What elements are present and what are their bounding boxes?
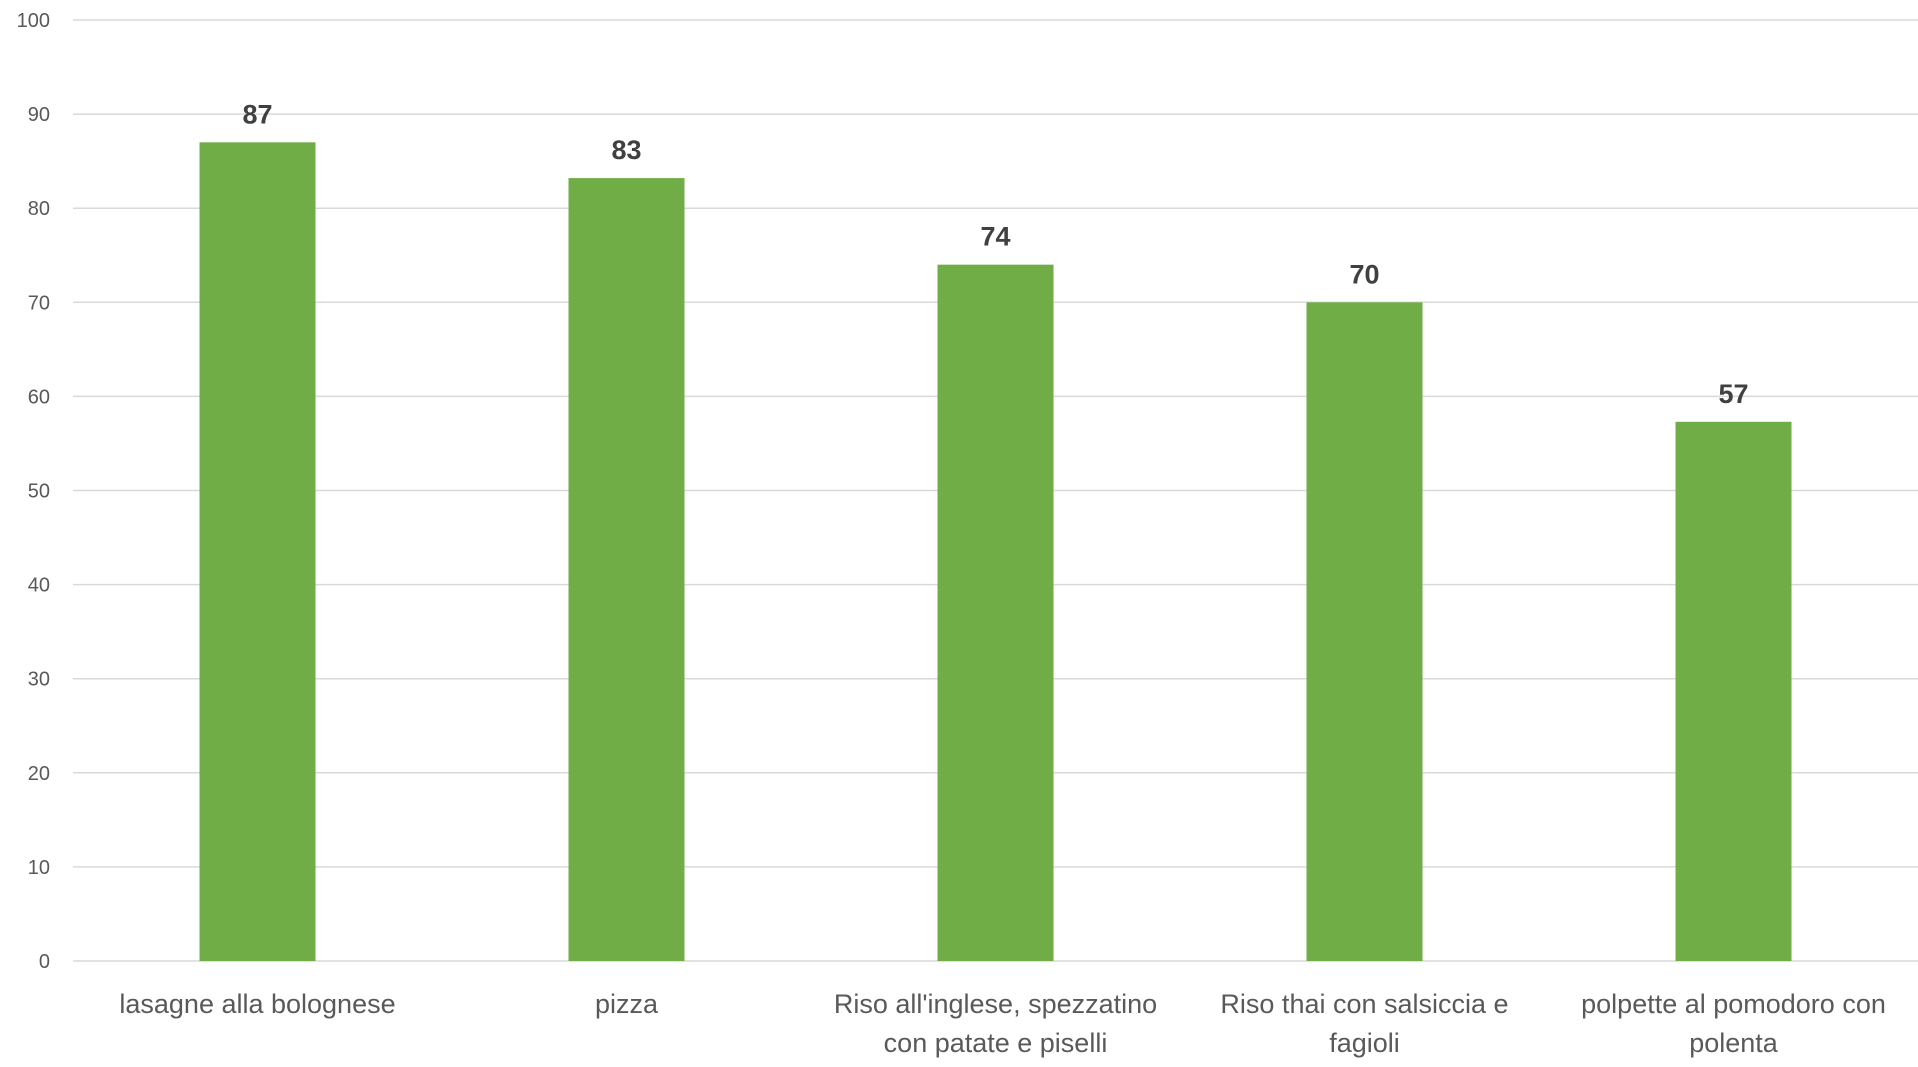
y-tick-label: 50 [28,481,50,503]
y-tick-label: 40 [28,575,50,597]
data-label: 57 [1718,379,1748,409]
bar [199,142,316,961]
x-tick-label: Riso all'inglese, spezzatino [834,989,1157,1019]
y-tick-label: 10 [28,857,50,879]
bar [937,264,1054,961]
bar [1675,421,1792,961]
bar [1306,302,1423,961]
data-label: 74 [980,222,1010,252]
y-axis-ticks: 0 10 20 30 40 50 60 70 80 90 100 [17,10,50,973]
x-tick-label: polpette al pomodoro con [1581,989,1886,1019]
bar [568,178,685,961]
y-tick-label: 80 [28,198,50,220]
x-tick-label: con patate e piselli [884,1028,1108,1058]
x-tick-label: pizza [595,989,659,1019]
y-tick-label: 100 [17,10,50,32]
x-tick-label: lasagne alla bolognese [119,989,395,1019]
y-tick-label: 0 [39,951,50,973]
y-tick-label: 20 [28,763,50,785]
x-tick-label: Riso thai con salsiccia e [1220,989,1508,1019]
y-tick-label: 70 [28,292,50,314]
data-label: 70 [1349,259,1379,289]
y-tick-label: 30 [28,669,50,691]
data-label: 87 [242,99,272,129]
x-tick-label: fagioli [1329,1028,1400,1058]
x-tick-label: polenta [1689,1028,1779,1058]
y-tick-label: 60 [28,386,50,408]
data-label: 83 [611,135,641,165]
x-axis-ticks: lasagne alla bolognese pizza Riso all'ingl… [119,989,1885,1058]
y-tick-label: 90 [28,104,50,126]
bars [199,142,1792,961]
data-labels: 87 83 74 70 57 [242,99,1748,408]
